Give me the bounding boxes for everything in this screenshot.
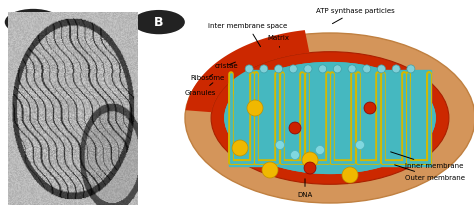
Ellipse shape [185,33,474,203]
Circle shape [289,65,297,73]
Text: Granules: Granules [185,83,216,96]
Circle shape [333,65,341,73]
Circle shape [377,65,385,73]
Circle shape [407,65,415,73]
Circle shape [316,145,325,154]
Circle shape [348,65,356,73]
Circle shape [392,65,400,73]
Circle shape [247,100,263,116]
Circle shape [274,65,283,73]
Circle shape [260,65,268,73]
Circle shape [364,102,376,114]
Ellipse shape [224,62,436,174]
Text: B: B [154,16,164,29]
Circle shape [232,140,248,156]
Circle shape [5,9,62,35]
Circle shape [356,141,365,149]
Text: Ribosome: Ribosome [190,74,224,81]
Circle shape [363,65,371,73]
Ellipse shape [224,62,436,174]
Text: cristae: cristae [214,62,238,69]
Circle shape [275,141,284,149]
Circle shape [304,65,312,73]
Circle shape [304,162,316,174]
Text: A: A [28,16,38,29]
Circle shape [291,151,300,160]
Ellipse shape [211,52,449,184]
Circle shape [262,162,278,178]
Circle shape [133,10,185,34]
Circle shape [289,122,301,134]
Circle shape [302,152,318,168]
Text: Matrix: Matrix [267,35,289,47]
Polygon shape [185,30,310,112]
Circle shape [319,65,327,73]
Text: DNA: DNA [297,179,313,198]
Text: ATP synthase particles: ATP synthase particles [316,8,394,24]
Circle shape [342,167,358,183]
Circle shape [245,65,253,73]
Text: Outer membrane: Outer membrane [395,165,465,181]
Text: inter membrane space: inter membrane space [209,23,288,47]
Text: Inner membrane: Inner membrane [391,152,464,169]
